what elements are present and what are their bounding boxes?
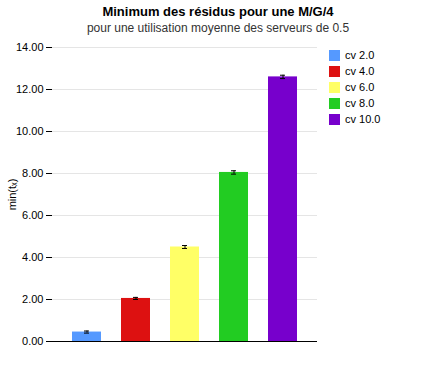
html-text:pour une utilisation moyenne d: pour une utilisation moyenne des serveur… (86, 21, 350, 35)
svg-text:8.00: 8.00 (22, 167, 43, 179)
html-text:Minimum des résidus pour une M: Minimum des résidus pour une M/G/4 (102, 4, 334, 19)
html-text:cv 8.0: cv 8.0 (345, 97, 375, 109)
html-text:cv 10.0: cv 10.0 (345, 113, 381, 125)
svg-text:14.00: 14.00 (16, 41, 44, 53)
svg-text:12.00: 12.00 (16, 83, 44, 95)
svg-text:10.00: 10.00 (16, 125, 44, 137)
svg-text:2.00: 2.00 (22, 293, 43, 305)
svg-text:0.00: 0.00 (22, 335, 43, 347)
html-text:cv 6.0: cv 6.0 (345, 81, 375, 93)
svg-text:6.00: 6.00 (22, 209, 43, 221)
html-text:cv 4.0: cv 4.0 (345, 65, 375, 77)
svg-text:min(tₓ): min(tₓ) (6, 179, 18, 211)
svg-text:4.00: 4.00 (22, 251, 43, 263)
html-text:cv 2.0: cv 2.0 (345, 49, 375, 61)
